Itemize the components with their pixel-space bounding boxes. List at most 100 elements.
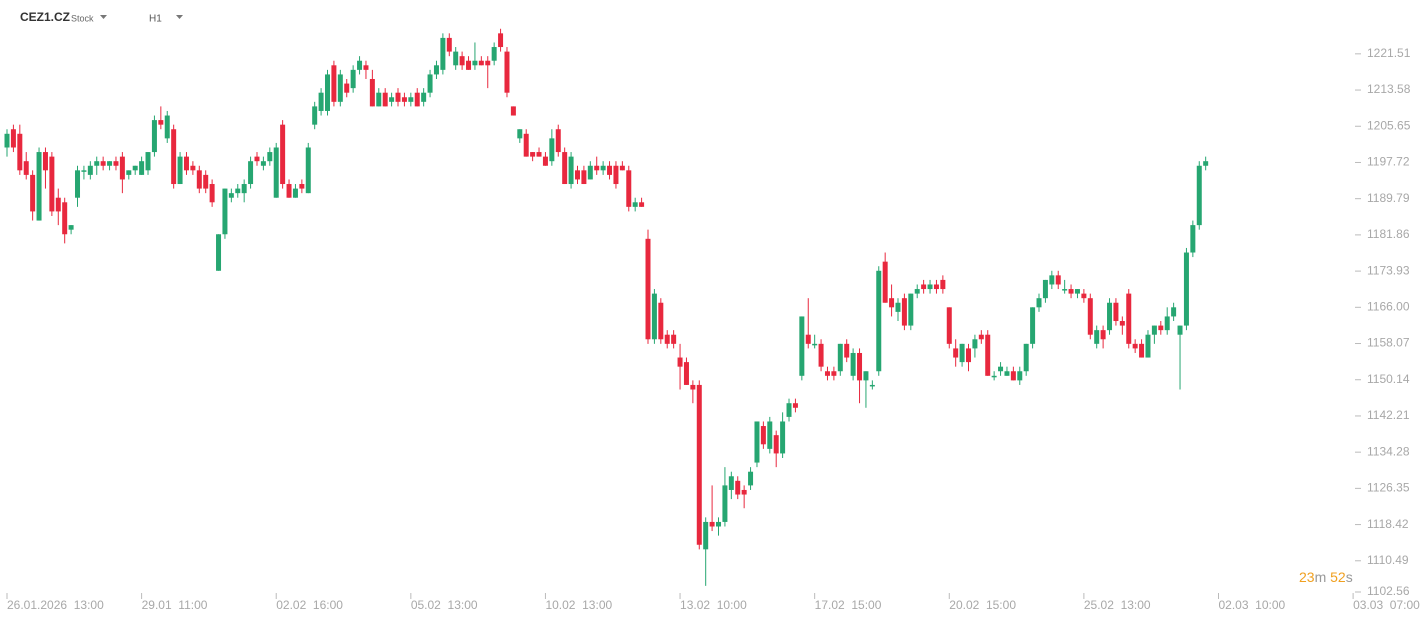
- symbol[interactable]: CEZ1.CZ: [20, 10, 70, 24]
- y-tick-label: 1102.56: [1367, 584, 1410, 598]
- interval[interactable]: H1: [149, 14, 162, 25]
- candle-body: [177, 156, 183, 185]
- candle-body: [100, 161, 106, 166]
- candle-body: [760, 426, 766, 445]
- candle-body: [530, 152, 536, 157]
- candle-body: [363, 65, 369, 70]
- candle-body: [690, 384, 696, 390]
- symbol-caret[interactable]: [100, 15, 107, 19]
- candle-body: [312, 106, 318, 125]
- candle-body: [267, 152, 273, 162]
- candle-body: [844, 343, 850, 358]
- candle-body: [36, 152, 42, 221]
- candle-body: [1171, 307, 1177, 317]
- candle-body: [658, 302, 664, 340]
- candle-body: [171, 129, 177, 185]
- candle-body: [1119, 321, 1125, 326]
- candle-body: [1049, 275, 1055, 285]
- candle-body: [10, 129, 16, 148]
- candle-body: [68, 225, 74, 230]
- candle-body: [831, 371, 837, 376]
- candle-body: [401, 97, 407, 102]
- candle-body: [241, 184, 247, 194]
- candle-body: [119, 156, 125, 180]
- candle-body: [164, 115, 170, 139]
- candle-body: [280, 124, 286, 185]
- candle-body: [30, 174, 36, 212]
- candle-body: [523, 133, 529, 157]
- candle-body: [780, 421, 786, 454]
- candle-body: [222, 188, 228, 235]
- candle-body: [472, 60, 478, 66]
- x-tick-label: 02.03 10:00: [1218, 598, 1285, 612]
- candle-body: [921, 284, 927, 290]
- candle-body: [1074, 289, 1080, 294]
- candle-body: [1113, 302, 1119, 322]
- candle-body: [517, 129, 523, 139]
- candle-body: [959, 343, 965, 363]
- interval-caret[interactable]: [176, 15, 183, 19]
- candle-body: [337, 74, 343, 102]
- x-tick-label: 02.02 16:00: [276, 598, 343, 612]
- candle-body: [1177, 325, 1183, 335]
- candle-body: [1145, 334, 1151, 358]
- candle-body: [671, 334, 677, 344]
- candle-body: [273, 147, 279, 198]
- candle-body: [183, 156, 189, 171]
- candle-body: [696, 384, 702, 545]
- candle-body: [767, 421, 773, 449]
- candle-body: [966, 348, 971, 363]
- candle-body: [978, 334, 984, 340]
- candle-body: [433, 65, 439, 75]
- candle-body: [889, 298, 895, 308]
- candle-body: [1055, 275, 1061, 285]
- y-tick-label: 1166.00: [1367, 299, 1410, 313]
- candle-body: [510, 106, 516, 116]
- candle-body: [895, 302, 901, 312]
- candle-body: [151, 120, 157, 153]
- candle-body: [542, 156, 548, 166]
- candle-body: [581, 170, 587, 185]
- candle-body: [369, 78, 375, 107]
- x-tick-label: 20.02 15:00: [949, 598, 1016, 612]
- candle-body: [17, 133, 23, 171]
- candle-body: [299, 184, 305, 189]
- candle-body: [709, 521, 715, 527]
- candle-body: [62, 202, 68, 235]
- candle-body: [863, 371, 869, 381]
- candle-body: [786, 403, 792, 417]
- candle-body: [536, 152, 542, 157]
- candle-body: [748, 471, 754, 486]
- y-tick-label: 1197.72: [1367, 155, 1410, 169]
- y-tick-label: 1221.51: [1367, 46, 1411, 60]
- x-tick-label: 13.02 10:00: [680, 598, 747, 612]
- candle-body: [376, 92, 382, 107]
- candle-body: [1087, 298, 1093, 335]
- candle-body: [882, 261, 888, 303]
- x-tick-label: 05.02 13:00: [411, 598, 478, 612]
- candle-body: [292, 188, 298, 198]
- candle-body: [587, 165, 593, 180]
- candle-body: [626, 170, 632, 207]
- candle-body: [837, 343, 843, 372]
- candle-body: [1164, 316, 1170, 331]
- candle-body: [1068, 289, 1074, 294]
- x-tick-label: 17.02 15:00: [815, 598, 882, 612]
- x-tick-label: 25.02 13:00: [1084, 598, 1151, 612]
- candle-body: [812, 343, 818, 346]
- candle-body: [23, 161, 29, 175]
- y-tick-label: 1110.49: [1367, 553, 1409, 567]
- candle-body: [619, 165, 625, 171]
- candle-body: [350, 69, 356, 89]
- y-tick-label: 1134.28: [1367, 444, 1410, 458]
- candle-body: [946, 307, 952, 344]
- candle-body: [741, 489, 747, 495]
- candle-body: [42, 152, 48, 171]
- countdown-unit: m: [1315, 569, 1327, 585]
- candle-body: [869, 384, 875, 387]
- candle-body: [799, 316, 805, 376]
- candle-body: [81, 170, 87, 172]
- candle-body: [145, 152, 151, 171]
- candle-body: [196, 170, 202, 189]
- candle-body: [645, 238, 651, 340]
